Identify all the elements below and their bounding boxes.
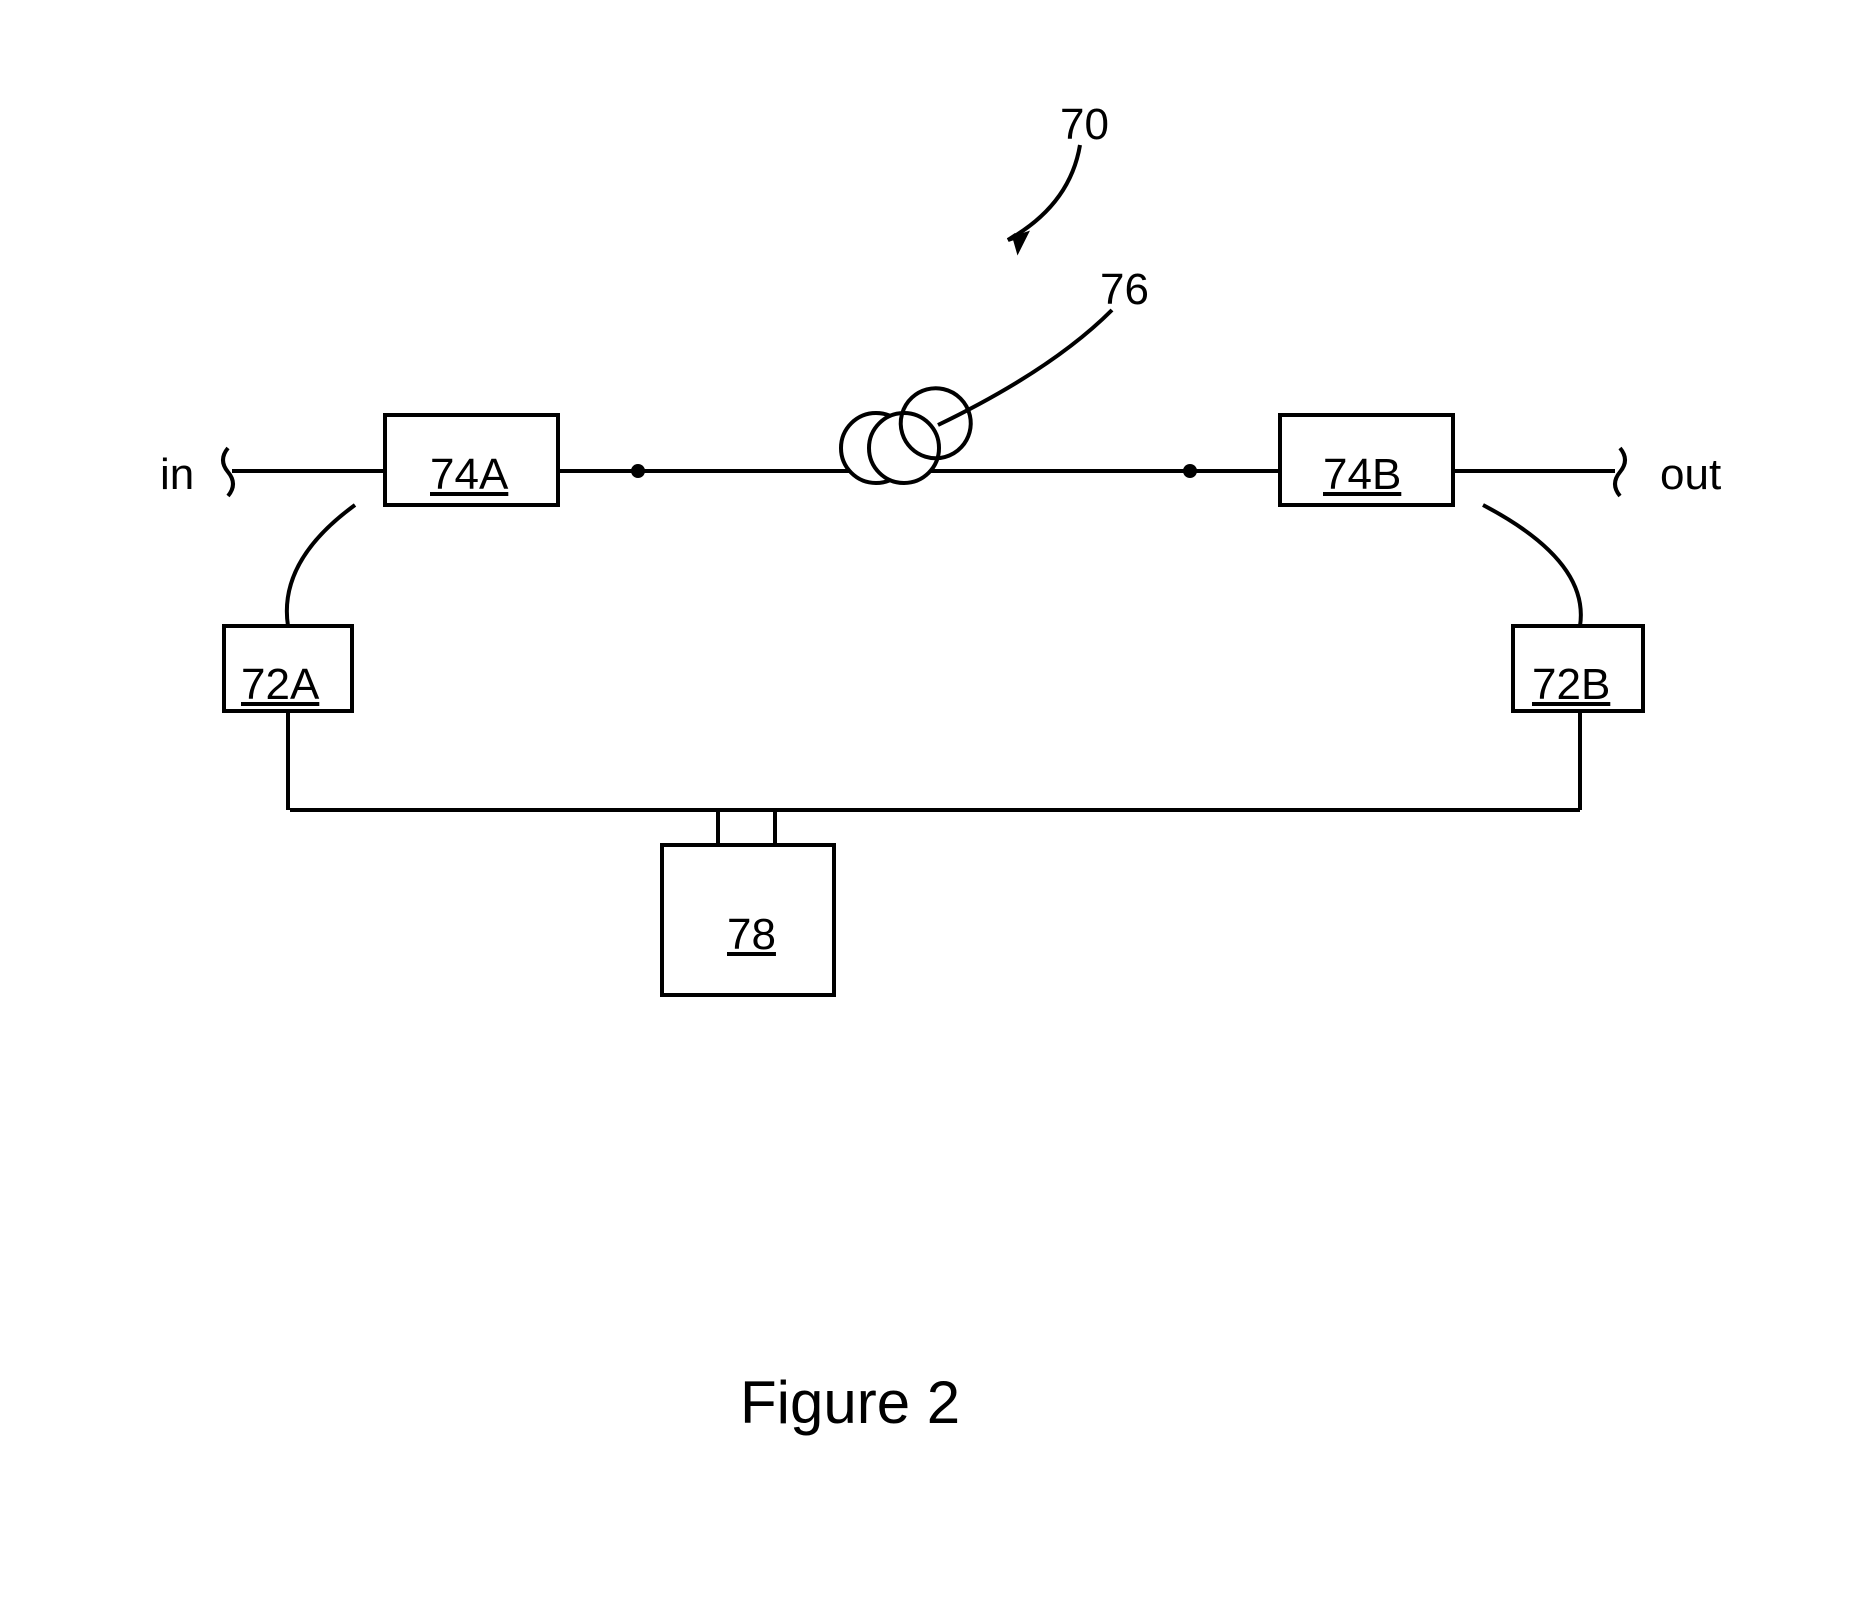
label-box_72B: 72B — [1532, 660, 1610, 710]
label-ref_70: 70 — [1060, 100, 1109, 150]
label-box_74A: 74A — [430, 450, 508, 500]
label-in: in — [160, 450, 194, 500]
label-box_72A: 72A — [241, 660, 319, 710]
label-box_74B: 74B — [1323, 450, 1401, 500]
label-ref_76: 76 — [1100, 265, 1149, 315]
figure-caption: Figure 2 — [740, 1368, 960, 1437]
label-box_78: 78 — [727, 910, 776, 960]
diagram-svg — [0, 0, 1870, 1600]
label-out: out — [1660, 450, 1721, 500]
